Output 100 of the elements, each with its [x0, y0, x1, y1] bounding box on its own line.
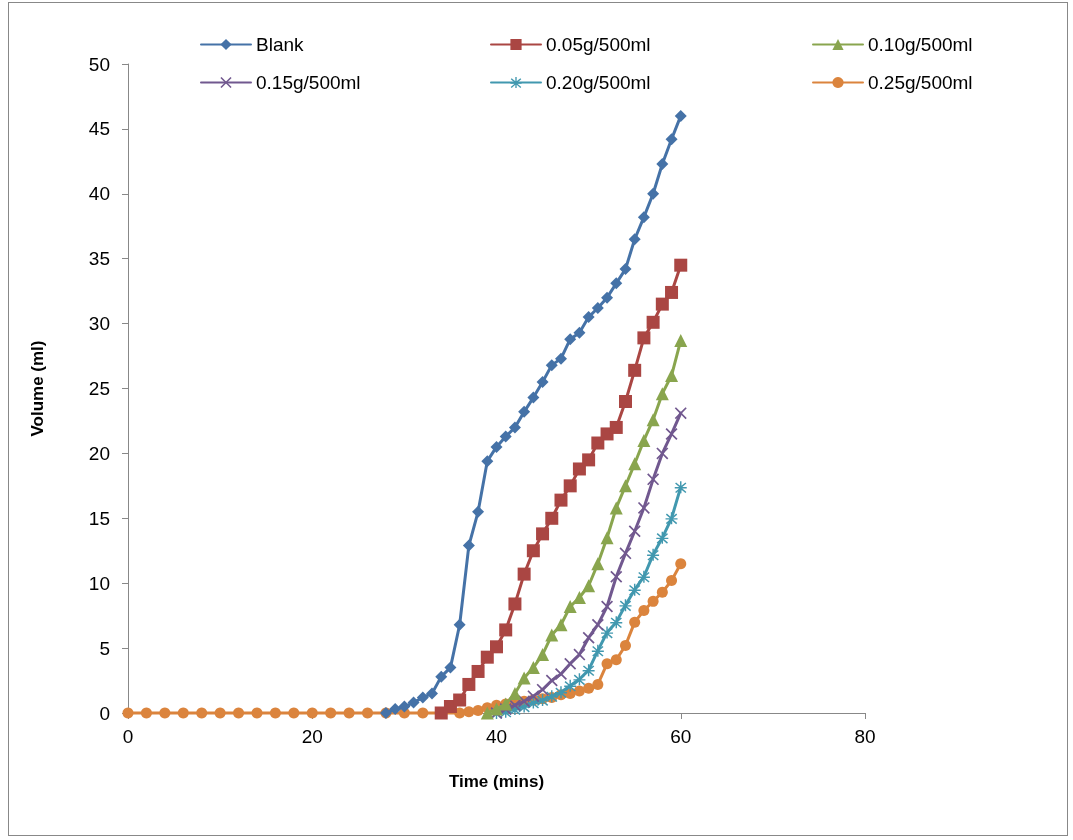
point [444, 661, 457, 674]
point [517, 567, 531, 581]
point [536, 376, 549, 389]
point [269, 707, 281, 719]
y-tick-label: 10 [88, 572, 110, 594]
point [325, 707, 337, 719]
legend-label: 0.25g/500ml [868, 72, 973, 93]
point [591, 618, 604, 631]
point [666, 575, 678, 587]
y-tick-label: 40 [88, 183, 110, 205]
x-tick-label: 80 [854, 726, 876, 747]
point [628, 363, 642, 377]
point [196, 707, 208, 719]
point [609, 501, 623, 515]
point [481, 455, 494, 468]
point [610, 654, 622, 666]
point [628, 457, 642, 471]
y-tick-label: 50 [88, 53, 110, 75]
point [647, 187, 660, 200]
point [572, 462, 586, 476]
point [453, 618, 466, 631]
point [490, 702, 503, 716]
point [656, 157, 669, 170]
point [674, 109, 687, 122]
point [362, 707, 374, 719]
x-axis-title: Time (mins) [448, 772, 545, 791]
point [674, 407, 687, 420]
y-tick-label: 5 [99, 637, 110, 659]
point [619, 263, 632, 276]
legend-label: 0.20g/500ml [546, 72, 651, 93]
point [159, 707, 171, 719]
point [177, 707, 189, 719]
point [251, 707, 263, 719]
legend-label: 0.10g/500ml [868, 34, 973, 55]
point [583, 682, 595, 694]
point [508, 597, 522, 611]
point [536, 648, 550, 662]
point [572, 590, 586, 604]
point [618, 394, 632, 408]
point [517, 671, 531, 685]
point [638, 604, 650, 616]
point [526, 661, 540, 675]
y-tick-label: 0 [99, 702, 110, 724]
point [601, 658, 613, 670]
point [629, 616, 641, 628]
point [453, 693, 467, 707]
x-tick-label: 60 [670, 726, 692, 747]
point [288, 707, 300, 719]
point [646, 413, 660, 427]
point [554, 618, 568, 632]
point [499, 430, 512, 443]
point [435, 670, 448, 683]
point [214, 707, 226, 719]
y-tick-label: 20 [88, 442, 110, 464]
point [665, 369, 679, 383]
y-axis-title: Volume (ml) [28, 340, 47, 437]
point [628, 233, 641, 246]
legend-label: 0.05g/500ml [546, 34, 651, 55]
point [674, 333, 688, 347]
point [601, 291, 614, 304]
point [564, 679, 577, 692]
point [591, 436, 605, 450]
point [518, 405, 531, 418]
point [472, 704, 484, 716]
point [426, 687, 439, 700]
y-tick-label: 35 [88, 248, 110, 270]
point [417, 707, 429, 719]
point [233, 707, 245, 719]
point [545, 628, 559, 642]
point [601, 626, 614, 639]
point [665, 512, 678, 525]
point [398, 700, 411, 713]
point [655, 387, 669, 401]
point [619, 547, 632, 560]
point [582, 631, 595, 644]
y-tick-label: 25 [88, 378, 110, 399]
point [647, 548, 660, 561]
point [665, 285, 679, 299]
point [675, 558, 687, 570]
point [656, 447, 669, 460]
point [554, 352, 567, 365]
point [416, 691, 429, 704]
point [545, 511, 559, 525]
point [610, 277, 623, 290]
legend-label: Blank [256, 34, 305, 55]
point [122, 707, 134, 719]
x-tick-label: 40 [485, 726, 508, 747]
point [490, 440, 503, 453]
point [656, 586, 668, 598]
x-tick-label: 20 [301, 726, 323, 747]
point [637, 570, 650, 583]
point [637, 331, 651, 345]
point [140, 707, 152, 719]
y-tick-label: 45 [88, 118, 110, 140]
point [618, 479, 632, 493]
point [499, 623, 513, 637]
point [545, 359, 558, 372]
point [655, 297, 669, 311]
point [472, 505, 485, 518]
point [582, 311, 595, 324]
